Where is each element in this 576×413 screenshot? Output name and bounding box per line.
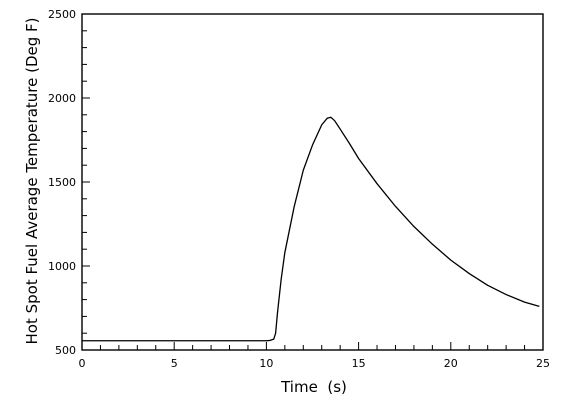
y-tick-label: 1000 — [48, 260, 76, 273]
x-tick-label: 5 — [171, 357, 178, 370]
x-tick-label: 25 — [536, 357, 550, 370]
series-line — [82, 116, 540, 342]
y-tick-label: 2000 — [48, 92, 76, 105]
y-tick-label: 500 — [55, 344, 76, 357]
y-axis-title: Hot Spot Fuel Average Temperature (Deg F… — [23, 17, 41, 344]
plot-area: 0 5 10 15 20 25 500 1000 1500 2000 2500 — [48, 8, 550, 370]
y-tick-label: 1500 — [48, 176, 76, 189]
x-tick-label: 10 — [259, 357, 273, 370]
y-tick-label: 2500 — [48, 8, 76, 21]
x-tick-label: 0 — [79, 357, 86, 370]
x-tick-label: 15 — [352, 357, 366, 370]
x-tick-label: 20 — [444, 357, 458, 370]
x-axis-title: Time (s) — [280, 378, 347, 396]
